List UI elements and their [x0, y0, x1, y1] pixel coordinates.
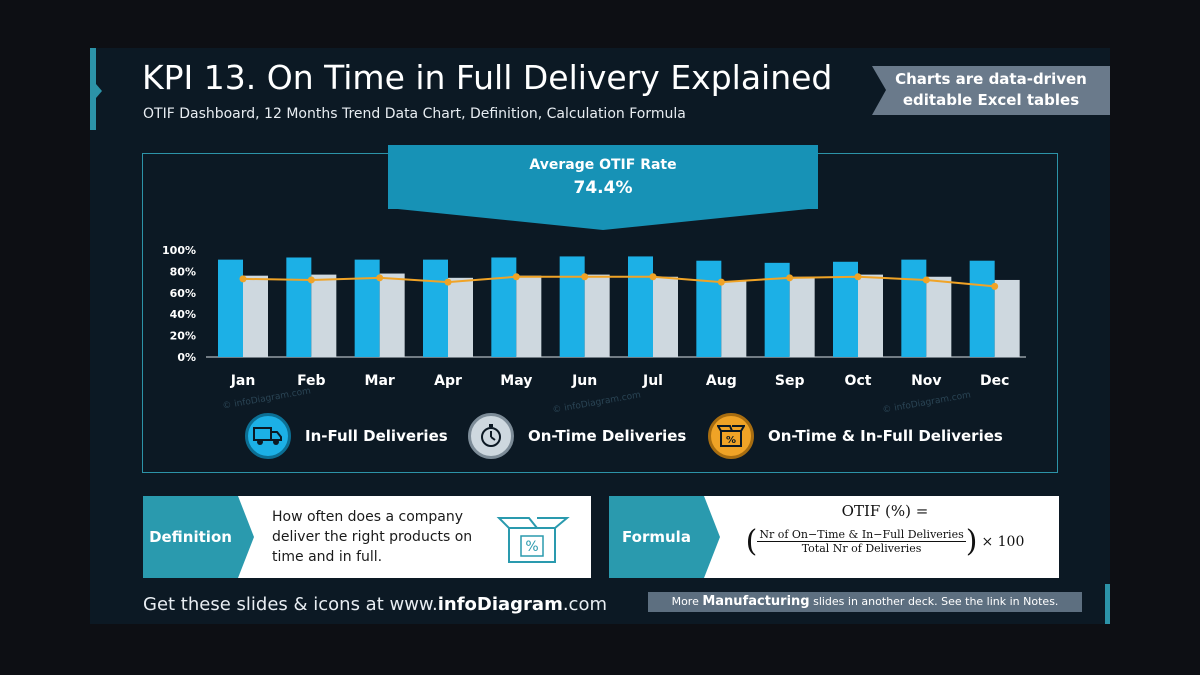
x-tick-label: Jul: [642, 373, 663, 389]
point-otif: [239, 275, 247, 283]
bar-infull: [354, 259, 380, 357]
bar-ontime: [311, 274, 337, 357]
truck-icon: [245, 413, 291, 459]
point-otif: [717, 278, 725, 286]
definition-text: How often does a company deliver the rig…: [272, 509, 473, 565]
formula-lhs: OTIF (%) =: [841, 502, 929, 520]
legend-ontime: On-Time Deliveries: [468, 410, 686, 462]
point-otif: [376, 274, 384, 282]
point-otif: [922, 276, 930, 284]
bar-ontime: [448, 277, 473, 357]
point-otif: [991, 282, 999, 290]
y-tick-label: 20%: [170, 330, 196, 343]
data-driven-note: Charts are data-driven editable Excel ta…: [872, 66, 1110, 115]
otif-chart: 0% 20% 40% 60% 80% 100% Jan Feb Mar Apr May Jun Jul A…: [162, 244, 1026, 389]
svg-text:%: %: [525, 539, 538, 555]
bar-ontime: [653, 276, 678, 357]
legend-label-ontime: On-Time Deliveries: [528, 427, 687, 445]
bar-ontime: [994, 279, 1020, 357]
footer-prefix: Get these slides & icons at www.: [143, 594, 438, 615]
x-tick-label: Apr: [434, 373, 462, 389]
point-otif: [307, 276, 315, 284]
bar-ontime: [379, 273, 405, 357]
bar-infull: [901, 259, 927, 357]
page-title: KPI 13. On Time in Full Delivery Explain…: [142, 58, 833, 97]
x-tick-label: Oct: [845, 373, 872, 389]
bar-ontime: [858, 274, 883, 357]
y-tick-label: 0%: [177, 351, 196, 364]
more-prefix: More: [671, 595, 703, 608]
legend-otif: % On-Time & In-Full Deliveries: [708, 410, 1003, 462]
x-tick-label: Sep: [775, 373, 805, 389]
more-bold: Manufacturing: [702, 594, 810, 609]
bar-ontime: [721, 281, 747, 357]
formula-numerator: Nr of On−Time & In−Full Deliveries: [757, 528, 966, 542]
note-line-2: editable Excel tables: [902, 91, 1080, 109]
bar-infull: [764, 262, 790, 357]
bar-infull: [286, 257, 312, 357]
slide: KPI 13. On Time in Full Delivery Explain…: [90, 48, 1110, 624]
avg-banner-arrow: [388, 208, 818, 230]
x-tick-label: Mar: [365, 373, 395, 389]
x-tick-label: Jan: [230, 373, 256, 389]
more-suffix: slides in another deck. See the link in …: [809, 595, 1059, 608]
y-tick-label: 40%: [170, 308, 196, 321]
x-tick-label: Dec: [980, 373, 1009, 389]
page-subtitle: OTIF Dashboard, 12 Months Trend Data Cha…: [143, 106, 686, 122]
legend-label-infull: In-Full Deliveries: [305, 427, 448, 445]
more-slides-note: More Manufacturing slides in another dec…: [648, 592, 1082, 612]
bar-infull: [969, 260, 995, 357]
formula-expression: OTIF (%) = ( Nr of On−Time & In−Full Del…: [720, 502, 1050, 559]
x-tick-label: Aug: [706, 373, 737, 389]
y-tick-label: 60%: [170, 287, 196, 300]
bar-ontime: [243, 275, 268, 357]
bar-ontime: [584, 274, 610, 357]
legend-label-otif: On-Time & In-Full Deliveries: [768, 427, 1003, 445]
legend-infull: In-Full Deliveries: [245, 410, 448, 462]
point-otif: [581, 273, 589, 281]
x-tick-label: May: [500, 373, 532, 389]
formula-multiplier: × 100: [981, 533, 1025, 550]
note-line-1: Charts are data-driven: [895, 70, 1087, 88]
footer-brand: infoDiagram: [437, 594, 563, 615]
point-otif: [786, 274, 794, 282]
footer-suffix: .com: [562, 594, 607, 615]
footer-link-text: Get these slides & icons at www.infoDiag…: [143, 594, 607, 615]
stopwatch-icon: [468, 413, 514, 459]
point-otif: [649, 273, 657, 281]
percent-box-icon: %: [708, 413, 754, 459]
y-tick-label: 100%: [162, 244, 196, 257]
point-otif: [854, 273, 862, 281]
formula-paren-right: ): [965, 524, 978, 559]
x-tick-label: Nov: [911, 373, 941, 389]
definition-tab: Definition: [143, 496, 254, 578]
left-accent-notch: [96, 84, 102, 98]
bar-ontime: [516, 275, 542, 357]
line-otif: [242, 275, 995, 288]
average-otif-banner: Average OTIF Rate 74.4%: [388, 145, 818, 209]
formula-paren-left: (: [745, 524, 758, 559]
point-otif: [512, 273, 520, 281]
average-label: Average OTIF Rate: [529, 157, 677, 173]
bar-ontime: [926, 276, 952, 357]
left-accent-bar: [90, 48, 96, 130]
x-tick-label: Jun: [571, 373, 597, 389]
x-tick-label: Feb: [297, 373, 326, 389]
bar-infull: [218, 259, 243, 357]
y-tick-label: 80%: [170, 265, 196, 278]
bar-infull: [628, 256, 653, 357]
svg-text:%: %: [726, 435, 736, 446]
bar-ontime: [789, 276, 815, 357]
bar-infull: [559, 256, 585, 357]
formula-tab: Formula: [609, 496, 720, 578]
point-otif: [444, 278, 452, 286]
bar-infull: [696, 260, 722, 357]
right-accent-bar: [1105, 584, 1110, 624]
open-box-percent-icon: %: [496, 517, 570, 563]
average-value: 74.4%: [573, 178, 633, 198]
formula-denominator: Total Nr of Deliveries: [801, 542, 922, 555]
bar-infull: [423, 259, 448, 357]
bar-infull: [491, 257, 517, 357]
